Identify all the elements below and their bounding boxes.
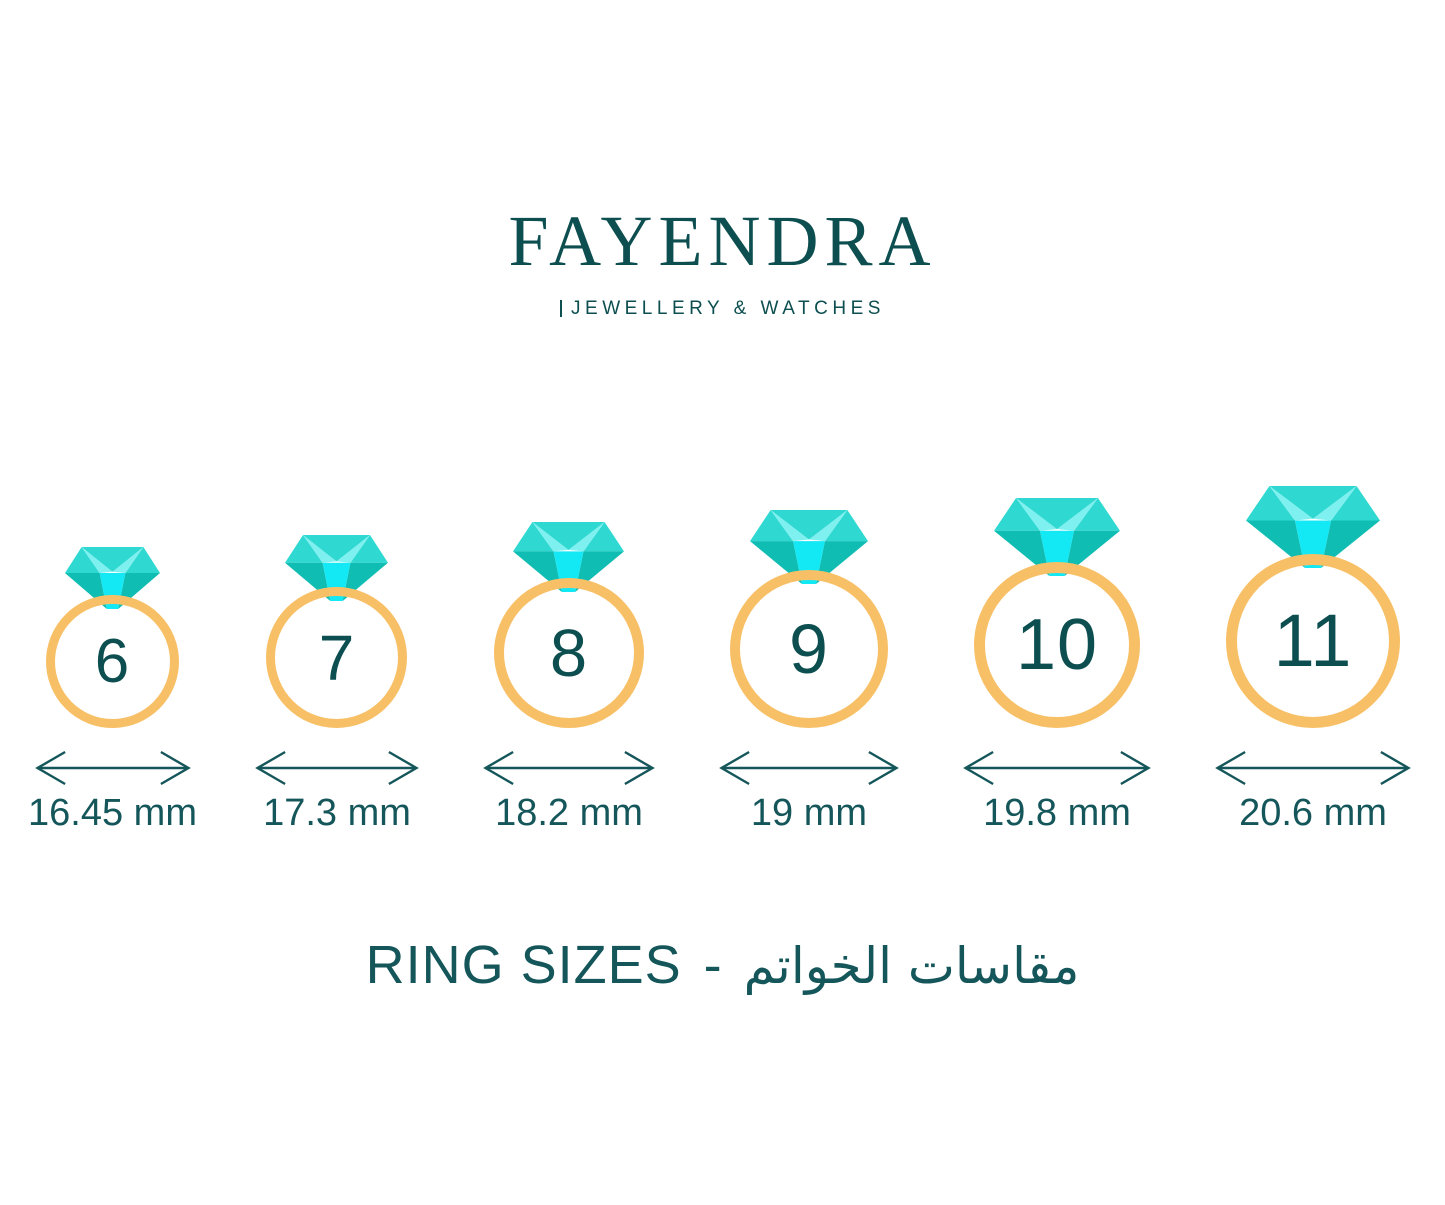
ring-illustration: 8 — [493, 522, 644, 728]
arrowhead-right-icon — [624, 750, 655, 786]
arrowhead-right-icon — [868, 750, 899, 786]
ring-band: 10 — [973, 562, 1140, 728]
brand-tagline-row: JEWELLERY & WATCHES — [0, 299, 1445, 318]
ring-diameter-label: 19.8 mm — [983, 792, 1131, 834]
arrowhead-right-icon — [1380, 750, 1411, 786]
dimension-line — [963, 750, 1151, 786]
ring-illustration: 11 — [1225, 486, 1400, 728]
ring-band: 6 — [46, 595, 179, 728]
ring-size-item[interactable]: 10 19.8 mm — [931, 452, 1183, 832]
ring-size-number: 10 — [1015, 605, 1099, 685]
arrowhead-left-icon — [963, 750, 994, 786]
arrowhead-left-icon — [719, 750, 750, 786]
ring-size-item[interactable]: 11 20.6 mm — [1183, 452, 1443, 832]
ring-size-number: 8 — [549, 615, 589, 691]
ring-diameter-label: 19 mm — [750, 792, 868, 834]
ring-size-item[interactable]: 9 19 mm — [687, 452, 931, 832]
chart-title: RING SIZES - مقاسات الخواتم — [0, 932, 1445, 1000]
ring-size-number: 9 — [789, 610, 829, 688]
ring-size-number: 11 — [1273, 599, 1353, 682]
ring-band: 8 — [493, 578, 644, 728]
dimension-line — [1215, 750, 1411, 786]
ring-size-chart: 6 16.45 mm 7 — [0, 452, 1445, 832]
chart-title-english: RING SIZES — [365, 935, 682, 995]
ring-size-item[interactable]: 7 17.3 mm — [223, 452, 451, 832]
dimension-line — [483, 750, 655, 786]
dimension-line — [719, 750, 899, 786]
ring-size-number: 7 — [318, 621, 356, 694]
dimension-line — [255, 750, 419, 786]
ring-diameter-label: 17.3 mm — [263, 792, 411, 834]
ring-illustration: 7 — [266, 535, 408, 728]
ring-illustration: 6 — [46, 547, 179, 728]
ring-size-number: 6 — [94, 626, 131, 696]
dimension-line — [34, 750, 191, 786]
arrowhead-left-icon — [483, 750, 514, 786]
brand-name: FAYENDRA — [508, 201, 937, 281]
ring-band: 11 — [1225, 554, 1400, 728]
ring-band: 7 — [266, 587, 408, 728]
brand-divider-bar — [560, 300, 563, 317]
ring-diameter-label: 16.45 mm — [28, 792, 197, 834]
arrowhead-right-icon — [1120, 750, 1151, 786]
ring-diameter-label: 20.6 mm — [1239, 792, 1387, 834]
chart-title-separator: - — [703, 935, 722, 995]
ring-size-item[interactable]: 8 18.2 mm — [451, 452, 687, 832]
diamond-gem-icon — [749, 510, 868, 584]
ring-diameter-label: 18.2 mm — [495, 792, 643, 834]
ring-illustration: 9 — [729, 510, 888, 728]
brand-tagline: JEWELLERY & WATCHES — [571, 298, 885, 319]
arrowhead-right-icon — [388, 750, 419, 786]
arrowhead-right-icon — [159, 750, 191, 786]
ring-illustration: 10 — [973, 498, 1140, 728]
arrowhead-left-icon — [34, 750, 66, 786]
arrowhead-left-icon — [1215, 750, 1246, 786]
brand-header: FAYENDRA JEWELLERY & WATCHES — [0, 205, 1445, 318]
ring-band: 9 — [729, 570, 888, 728]
chart-title-arabic: مقاسات الخواتم — [743, 936, 1080, 995]
arrowhead-left-icon — [255, 750, 286, 786]
ring-size-item[interactable]: 6 16.45 mm — [2, 452, 223, 832]
